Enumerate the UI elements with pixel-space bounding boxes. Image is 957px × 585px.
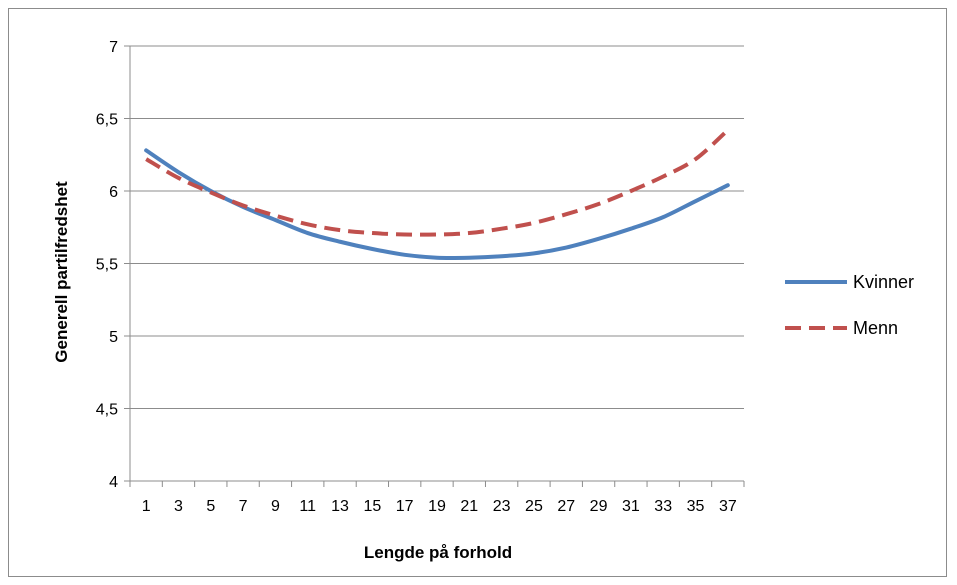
series-lines	[144, 128, 730, 260]
y-tick-label: 5,5	[96, 257, 118, 274]
y-tick-label: 4	[109, 474, 118, 491]
x-tick-label: 19	[428, 498, 446, 515]
y-tick-label: 7	[109, 39, 118, 56]
gridlines	[130, 45, 744, 482]
series-line-kvinner	[144, 148, 730, 260]
x-tick-label: 35	[687, 498, 705, 515]
x-tick-label: 37	[719, 498, 737, 515]
x-axis-title: Lengde på forhold	[364, 543, 512, 562]
chart-frame: 4 4,5 5 5,5 6 6,5 7 1 3 5 7 9 11 13 15 17 19 21 23 25 27 29 31…	[8, 8, 947, 577]
x-tick-label: 11	[299, 498, 316, 515]
axes: 44,555,566,571 3 5 7 9 11 13 15 17 19 21 23 25 27 29 31…	[96, 39, 745, 515]
y-axis-title: Generell partilfredshet	[52, 181, 71, 363]
x-tick-label: 15	[363, 498, 381, 515]
legend-label-menn: Menn	[853, 318, 898, 338]
x-tick-label: 7	[239, 498, 248, 515]
x-tick-label: 31	[622, 498, 640, 515]
y-tick-label: 4,5	[96, 402, 118, 419]
y-tick-label: 6,5	[96, 112, 118, 129]
x-tick-label: 17	[396, 498, 414, 515]
x-tick-label: 5	[206, 498, 215, 515]
x-tick-label: 25	[525, 498, 543, 515]
x-tick-label: 33	[654, 498, 672, 515]
x-tick-label: 29	[590, 498, 608, 515]
legend-label-kvinner: Kvinner	[853, 272, 914, 292]
x-tick-label: 21	[460, 498, 478, 515]
x-tick-label: 1	[142, 498, 151, 515]
x-tick-label: 9	[271, 498, 280, 515]
x-tick-label: 13	[331, 498, 349, 515]
series-line-menn	[145, 128, 730, 237]
legend: Kvinner Menn	[785, 272, 914, 338]
y-tick-label: 5	[109, 329, 118, 346]
line-chart: 44,555,566,571 3 5 7 9 11 13 15 17 19 21 23 25 27 29 31…	[52, 39, 914, 562]
x-tick-label: 27	[557, 498, 575, 515]
x-tick-label: 23	[493, 498, 511, 515]
y-tick-label: 6	[109, 184, 118, 201]
x-tick-label: 3	[174, 498, 183, 515]
